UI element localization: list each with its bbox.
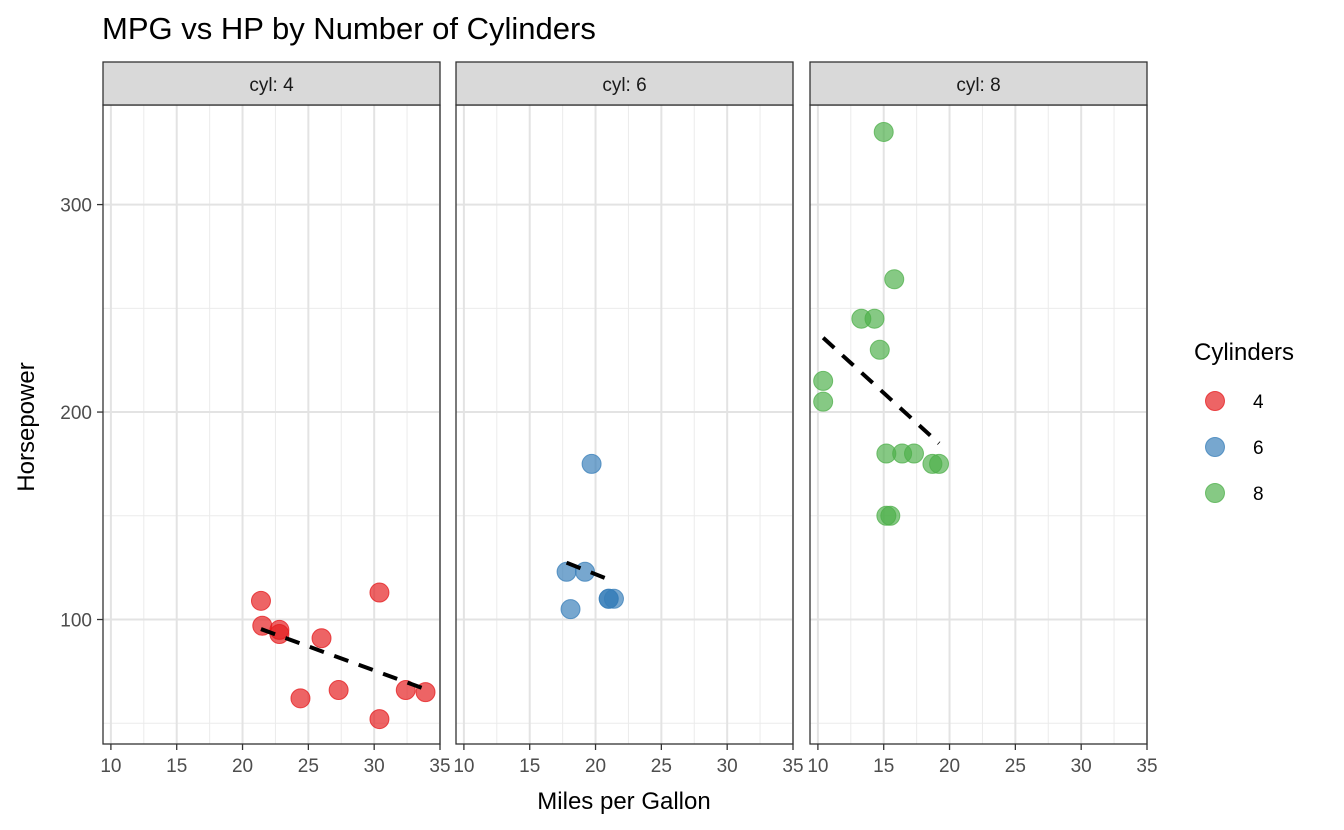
data-point <box>884 269 905 290</box>
y-tick-label: 300 <box>60 196 92 217</box>
data-point <box>603 588 624 609</box>
legend-label-6: 6 <box>1253 438 1264 459</box>
legend: Cylinders 4 6 8 <box>1194 339 1294 505</box>
facet-panel-0: cyl: 4 10 15 20 25 30 35 <box>100 61 451 777</box>
panel-background <box>810 105 1147 744</box>
facet-strip-label: cyl: 8 <box>956 75 1000 96</box>
y-tick-label: 100 <box>60 611 92 632</box>
facet-strip-label: cyl: 4 <box>249 75 294 96</box>
x-axis-title: Miles per Gallon <box>537 788 710 815</box>
data-point <box>851 308 872 329</box>
x-tick-label: 10 <box>807 756 828 777</box>
x-tick-label: 25 <box>1005 756 1026 777</box>
data-point <box>813 391 834 412</box>
data-point <box>328 680 349 701</box>
legend-label-4: 4 <box>1253 392 1264 413</box>
data-point <box>876 443 897 464</box>
legend-label-8: 8 <box>1253 484 1264 505</box>
data-point <box>369 582 390 603</box>
panel-background <box>456 105 793 744</box>
x-tick-label: 20 <box>585 756 606 777</box>
x-tick-label: 10 <box>453 756 474 777</box>
legend-key-4 <box>1205 391 1225 411</box>
x-tick-label: 15 <box>166 756 187 777</box>
trend-line <box>821 336 941 445</box>
data-point <box>560 599 581 620</box>
data-point <box>556 561 577 582</box>
x-tick-label: 35 <box>1136 756 1157 777</box>
trend-line <box>260 627 427 692</box>
legend-key-6 <box>1205 437 1225 457</box>
y-axis-title: Horsepower <box>13 362 40 491</box>
x-tick-label: 25 <box>298 756 319 777</box>
data-point <box>873 121 894 142</box>
facet-strip <box>809 61 1148 106</box>
data-point <box>929 453 950 474</box>
data-point <box>581 453 602 474</box>
facet-strip <box>102 61 441 106</box>
data-point <box>369 709 390 730</box>
chart-title: MPG vs HP by Number of Cylinders <box>102 11 596 46</box>
legend-title: Cylinders <box>1194 339 1294 366</box>
legend-key-8 <box>1205 483 1225 503</box>
x-tick-label: 15 <box>519 756 540 777</box>
facet-panel-1: cyl: 6 10 15 20 25 30 35 <box>453 61 804 777</box>
x-tick-label: 30 <box>364 756 385 777</box>
x-tick-label: 20 <box>939 756 960 777</box>
data-point <box>869 339 890 360</box>
data-point <box>311 628 332 649</box>
x-tick-label: 20 <box>232 756 253 777</box>
x-tick-label: 30 <box>1071 756 1092 777</box>
x-tick-label: 15 <box>873 756 894 777</box>
x-tick-label: 35 <box>782 756 803 777</box>
facet-panel-2: cyl: 8 10 15 20 25 30 35 <box>807 61 1158 777</box>
panel-background <box>103 105 440 744</box>
facet-strip <box>455 61 794 106</box>
y-tick-label: 200 <box>60 403 92 424</box>
data-point <box>290 688 311 709</box>
data-point <box>813 370 834 391</box>
facet-strip-label: cyl: 6 <box>602 75 646 96</box>
data-point <box>876 505 897 526</box>
trend-line <box>565 560 615 584</box>
data-point <box>903 443 924 464</box>
x-tick-label: 25 <box>651 756 672 777</box>
x-tick-label: 35 <box>429 756 450 777</box>
x-tick-label: 30 <box>717 756 738 777</box>
data-point <box>250 590 271 611</box>
x-tick-label: 10 <box>100 756 121 777</box>
